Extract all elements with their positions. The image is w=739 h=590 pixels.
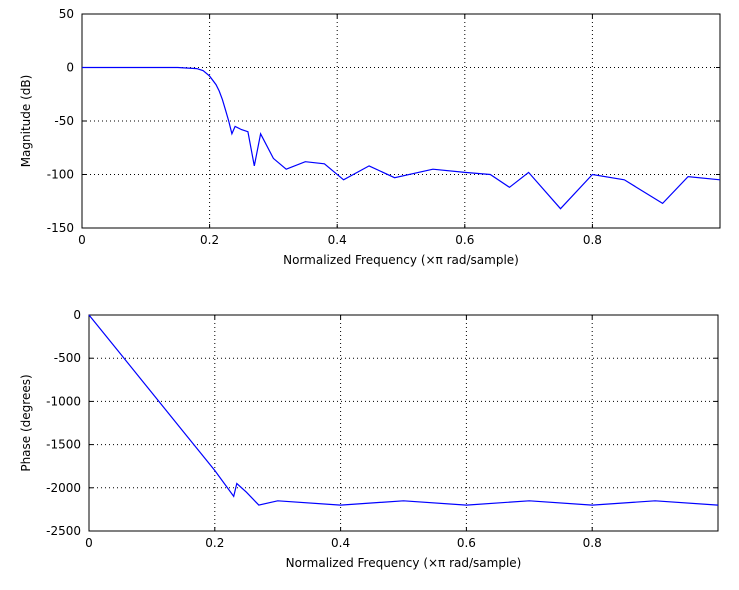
magnitude-x-tick-label: 0.2 xyxy=(200,233,219,247)
phase-y-tick-label: -2000 xyxy=(46,481,81,495)
magnitude-x-tick-label: 0 xyxy=(78,233,86,247)
phase-y-tick-label: -1500 xyxy=(46,438,81,452)
magnitude-x-tick-label: 0.8 xyxy=(583,233,602,247)
magnitude-y-tick-label: 50 xyxy=(59,7,74,21)
magnitude-axes-frame xyxy=(81,13,721,229)
magnitude-x-axis-label: Normalized Frequency (×π rad/sample) xyxy=(283,253,519,267)
phase-plot: 0 0.2 0.4 0.6 0.8 0 -500 -1000 -1500 -2000 -2500 No… xyxy=(19,308,719,570)
magnitude-y-tick-label: -100 xyxy=(47,168,74,182)
magnitude-y-tick-label: 0 xyxy=(66,61,74,75)
phase-x-tick-label: 0.8 xyxy=(583,536,602,550)
phase-trace xyxy=(88,314,719,506)
phase-y-tick-label: 0 xyxy=(73,308,81,322)
magnitude-x-tick-label: 0.6 xyxy=(455,233,474,247)
phase-y-tick-label: -2500 xyxy=(46,524,81,538)
phase-y-tick-label: -500 xyxy=(54,351,81,365)
phase-x-tick-label: 0.4 xyxy=(331,536,350,550)
magnitude-plot: 0 0.2 0.4 0.6 0.8 50 0 -50 -100 -150 Normalized Fr… xyxy=(19,7,721,267)
magnitude-y-tick-label: -150 xyxy=(47,221,74,235)
phase-x-axis-label: Normalized Frequency (×π rad/sample) xyxy=(286,556,522,570)
magnitude-trace xyxy=(82,66,721,210)
phase-x-tick-label: 0.2 xyxy=(205,536,224,550)
phase-y-axis-label: Phase (degrees) xyxy=(19,374,33,471)
phase-x-tick-label: 0.6 xyxy=(457,536,476,550)
magnitude-y-tick-label: -50 xyxy=(54,114,74,128)
phase-axes-frame xyxy=(88,314,719,532)
magnitude-y-axis-label: Magnitude (dB) xyxy=(19,75,33,168)
phase-y-tick-label: -1000 xyxy=(46,394,81,408)
magnitude-x-tick-label: 0.4 xyxy=(328,233,347,247)
phase-x-tick-label: 0 xyxy=(85,536,93,550)
